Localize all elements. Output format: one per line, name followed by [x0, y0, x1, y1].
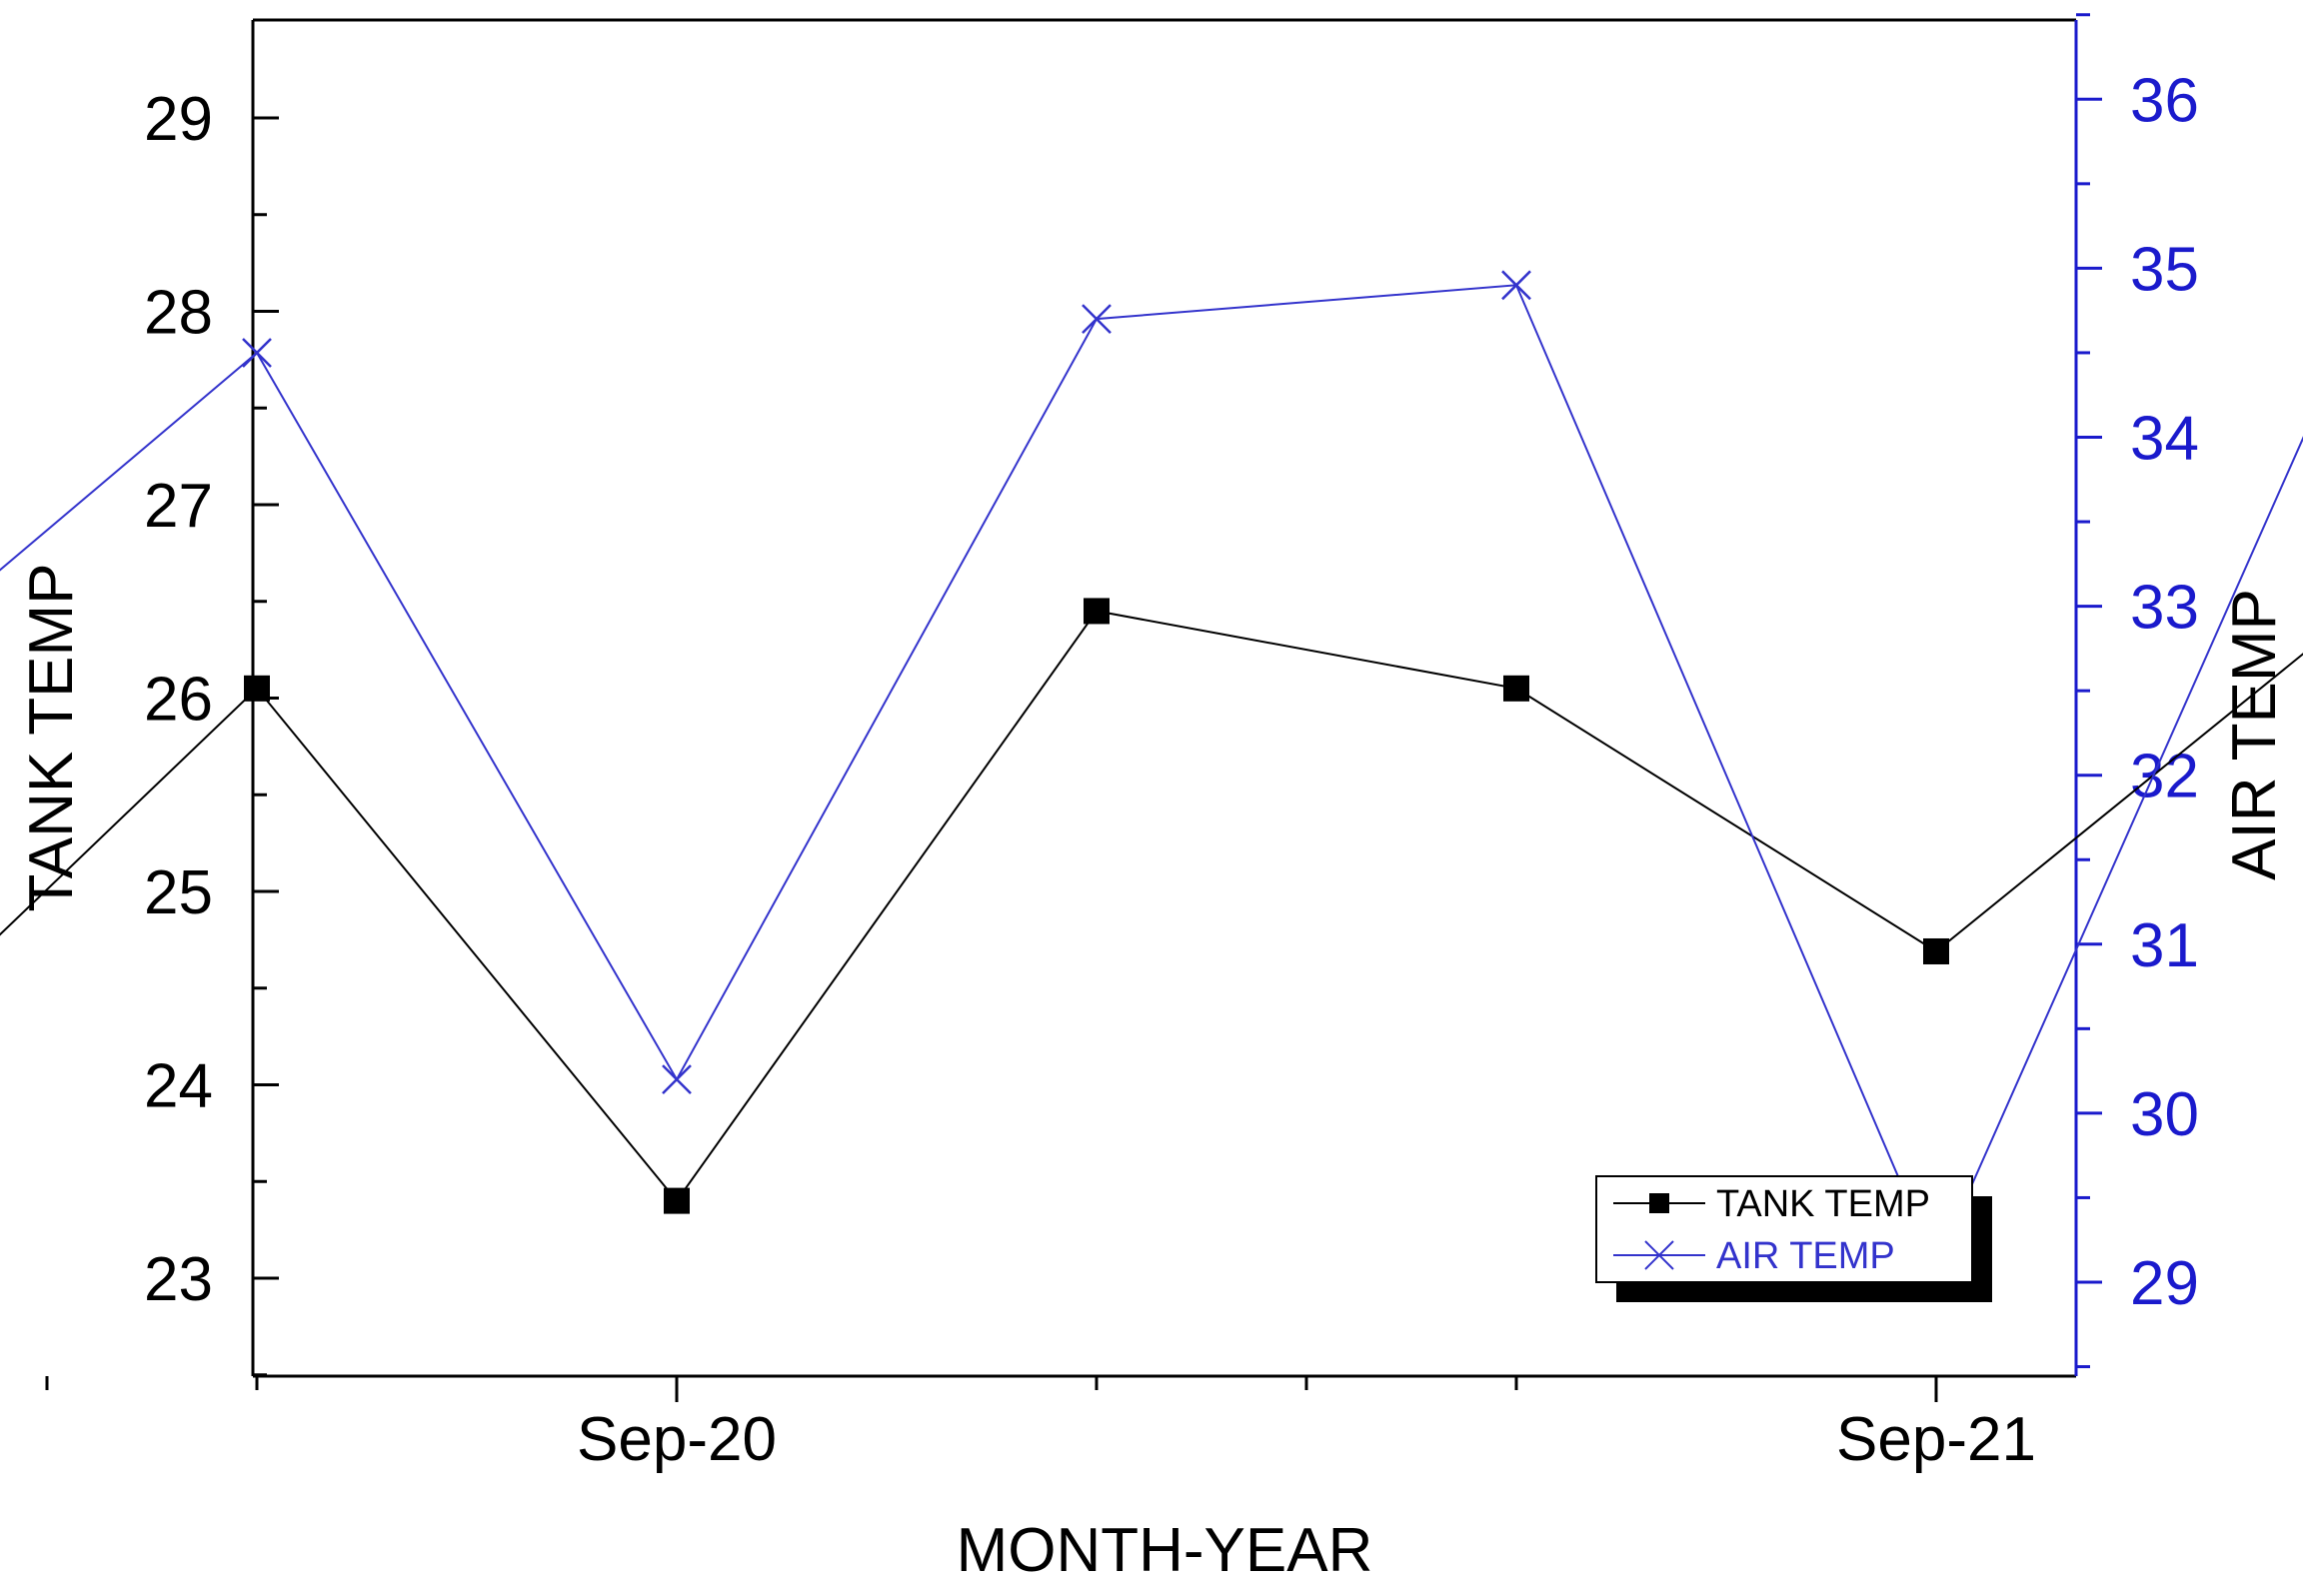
tank-temp-point	[1084, 598, 1110, 625]
axes: 23 24 25 26 27 28 29 29 30 31 32 33 34 35 36 Sep-20 Sep-…	[17, 13, 2289, 1585]
tank-temp-point	[1503, 675, 1529, 702]
air-temp-point	[1501, 270, 1531, 301]
legend: TANK TEMP AIR TEMP	[1595, 1175, 1992, 1302]
right-tick-label: 33	[2130, 574, 2199, 643]
legend-tank-label: TANK TEMP	[1716, 1183, 1930, 1225]
right-tick-label: 36	[2130, 66, 2199, 135]
right-tick-label: 32	[2130, 743, 2199, 811]
tank-temp-point	[244, 675, 270, 702]
left-tick-label: 23	[144, 1245, 213, 1314]
right-axis-title: AIR TEMP	[2220, 589, 2289, 880]
plot-marks	[0, 270, 2303, 1280]
air-temp-point	[662, 1064, 692, 1094]
left-tick-label: 29	[144, 85, 213, 154]
air-temp-point	[242, 338, 272, 368]
x-axis-title: MONTH-YEAR	[957, 1516, 1373, 1585]
right-tick-label: 34	[2130, 405, 2199, 474]
left-tick-label: 28	[144, 279, 213, 348]
series-line-air-temp	[0, 284, 2303, 1268]
left-tick-label: 27	[144, 472, 213, 541]
left-tick-label: 26	[144, 666, 213, 735]
left-tick-label: 24	[144, 1052, 213, 1121]
air-temp-point	[1082, 304, 1112, 335]
right-tick-label: 30	[2130, 1080, 2199, 1149]
tank-temp-point	[1923, 937, 1949, 964]
legend-air-label: AIR TEMP	[1716, 1235, 1895, 1277]
left-tick-label: 25	[144, 858, 213, 927]
legend-air-marker	[1644, 1240, 1674, 1270]
right-tick-label: 35	[2130, 235, 2199, 304]
right-tick-label: 29	[2130, 1249, 2199, 1318]
right-tick-label: 31	[2130, 911, 2199, 980]
legend-tank-marker	[1649, 1193, 1669, 1213]
x-tick-label: Sep-21	[1836, 1405, 2036, 1474]
tank-temp-point	[664, 1187, 690, 1214]
series-line-tank-temp	[0, 610, 2303, 1203]
left-axis-title: TANK TEMP	[17, 563, 86, 911]
x-tick-label: Sep-20	[577, 1405, 777, 1474]
